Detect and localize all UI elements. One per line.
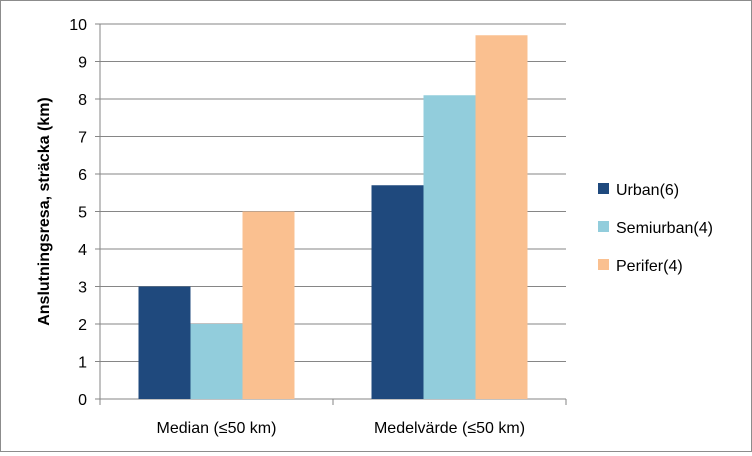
y-tick-label: 8 — [78, 92, 87, 109]
y-axis-label: Anslutningsresa, sträcka (km) — [36, 97, 53, 326]
legend-swatch — [598, 221, 609, 232]
bar-semiurban-0 — [190, 324, 243, 399]
legend-label: Semiurban(4) — [616, 220, 713, 237]
y-tick-label: 5 — [78, 205, 87, 222]
bar-semiurban-1 — [423, 95, 476, 399]
bar-perifer-1 — [475, 35, 528, 399]
legend-item: Urban(6) — [598, 182, 679, 199]
y-tick-label: 0 — [78, 392, 87, 409]
y-tick-label: 3 — [78, 280, 87, 297]
y-tick-label: 7 — [78, 130, 87, 147]
y-tick-labels: 0 1 2 3 4 5 6 7 8 9 10 — [69, 17, 87, 409]
legend-swatch — [598, 259, 609, 270]
x-tick-label: Median (≤50 km) — [157, 420, 277, 437]
bar-perifer-0 — [242, 211, 295, 399]
bar-urban-0 — [138, 286, 191, 399]
bar-urban-1 — [371, 185, 424, 399]
y-tick-label: 1 — [78, 355, 87, 372]
y-tick-label: 6 — [78, 167, 87, 184]
x-tick-labels: Median (≤50 km) Medelvärde (≤50 km) — [157, 420, 526, 437]
y-tick-label: 4 — [78, 242, 87, 259]
bars — [138, 35, 528, 399]
legend-label: Urban(6) — [616, 182, 679, 199]
legend: Urban(6) Semiurban(4) Perifer(4) — [598, 182, 713, 275]
y-tick-label: 10 — [69, 17, 87, 34]
legend-swatch — [598, 183, 609, 194]
legend-label: Perifer(4) — [616, 258, 683, 275]
y-tick-label: 2 — [78, 317, 87, 334]
x-tick-label: Medelvärde (≤50 km) — [374, 420, 525, 437]
legend-item: Perifer(4) — [598, 258, 683, 275]
y-tick-label: 9 — [78, 55, 87, 72]
legend-item: Semiurban(4) — [598, 220, 713, 237]
